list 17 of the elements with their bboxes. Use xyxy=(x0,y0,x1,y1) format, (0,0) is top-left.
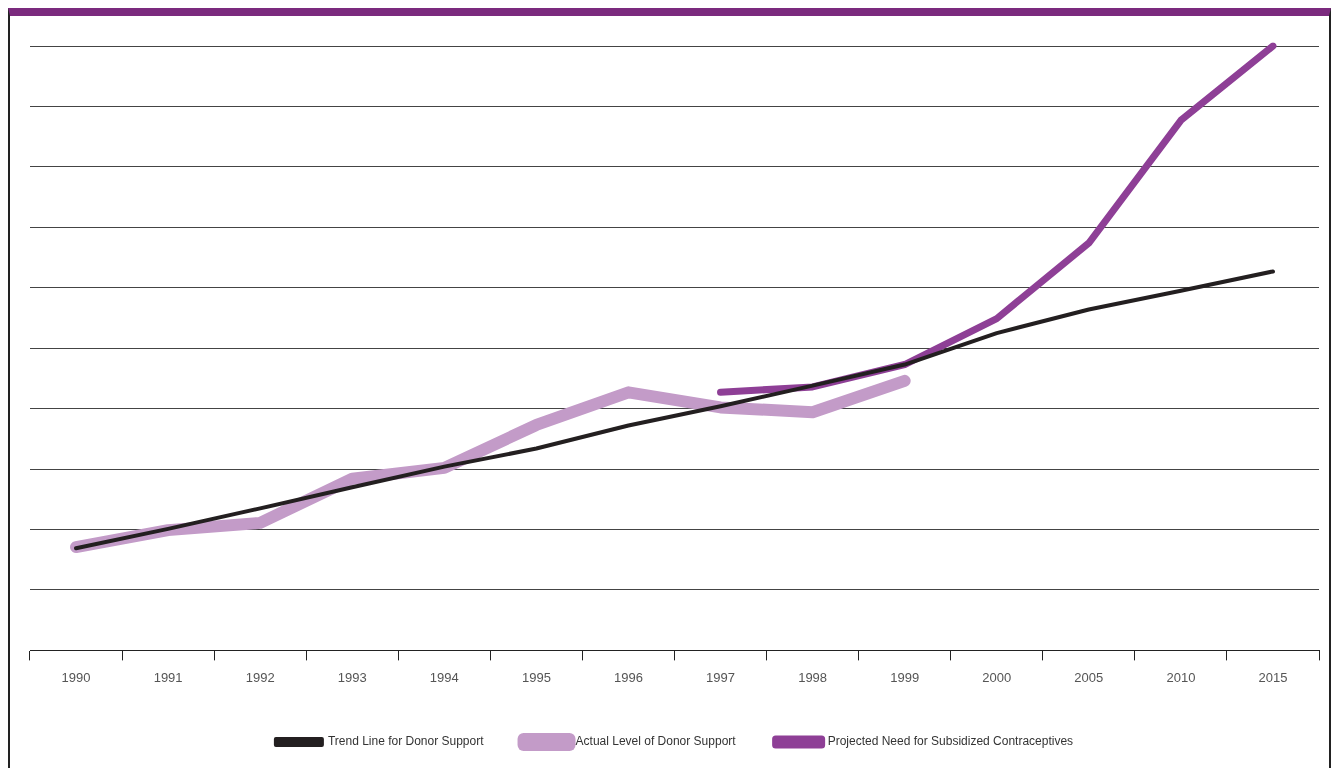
x-tick-label: 1996 xyxy=(614,669,643,685)
legend-label: Trend Line for Donor Support xyxy=(327,734,485,749)
legend-label: Actual Level of Donor Support xyxy=(575,734,737,749)
x-tick-label: 2005 xyxy=(1074,669,1104,685)
x-tick-label: 1997 xyxy=(706,669,735,685)
x-tick-label: 2015 xyxy=(1258,669,1288,685)
x-tick-label: 1998 xyxy=(798,669,828,685)
x-tick-label: 1999 xyxy=(890,669,920,685)
x-tick-label: 1994 xyxy=(429,669,459,685)
x-tick-label: 1993 xyxy=(337,669,367,685)
x-tick-label: 2010 xyxy=(1166,669,1196,685)
x-tick-label: 2000 xyxy=(982,669,1012,685)
x-tick-label: 1995 xyxy=(521,669,551,685)
x-tick-label: 1990 xyxy=(61,669,91,685)
legend-label: Projected Need for Subsidized Contraceptives xyxy=(827,734,1074,749)
x-tick-label: 1991 xyxy=(153,669,183,685)
x-tick-label: 1992 xyxy=(245,669,275,685)
